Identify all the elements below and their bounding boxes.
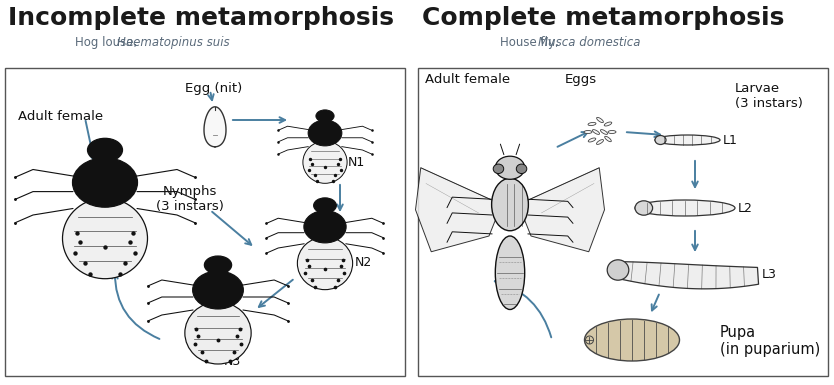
Ellipse shape <box>495 156 525 179</box>
Text: Nymphs
(3 instars): Nymphs (3 instars) <box>156 185 224 213</box>
Polygon shape <box>617 262 759 289</box>
Ellipse shape <box>655 135 720 145</box>
Bar <box>418 68 828 376</box>
Ellipse shape <box>584 131 592 134</box>
Text: Musca domestica: Musca domestica <box>538 36 641 49</box>
Ellipse shape <box>607 260 629 280</box>
Ellipse shape <box>73 158 138 207</box>
Text: L2: L2 <box>738 201 753 214</box>
Ellipse shape <box>193 271 244 309</box>
Text: Incomplete metamorphosis: Incomplete metamorphosis <box>8 6 394 30</box>
Polygon shape <box>519 168 605 252</box>
Ellipse shape <box>592 130 600 134</box>
Text: Haematopinus suis: Haematopinus suis <box>117 36 229 49</box>
Text: Complete metamorphosis: Complete metamorphosis <box>422 6 784 30</box>
Ellipse shape <box>608 131 616 134</box>
Ellipse shape <box>635 200 735 216</box>
Text: House fly,: House fly, <box>500 36 562 49</box>
Ellipse shape <box>516 164 527 174</box>
Ellipse shape <box>316 110 334 122</box>
Ellipse shape <box>185 302 251 364</box>
Ellipse shape <box>495 236 525 310</box>
Ellipse shape <box>605 136 611 142</box>
Text: Eggs: Eggs <box>565 73 597 86</box>
Ellipse shape <box>63 198 148 279</box>
Text: Larvae
(3 instars): Larvae (3 instars) <box>735 82 803 110</box>
Text: Egg (nit): Egg (nit) <box>185 82 242 95</box>
Text: Adult female: Adult female <box>425 73 510 86</box>
Ellipse shape <box>308 120 342 146</box>
Ellipse shape <box>303 141 347 183</box>
Text: L3: L3 <box>762 268 777 281</box>
Ellipse shape <box>314 198 336 213</box>
Ellipse shape <box>588 122 596 126</box>
Ellipse shape <box>298 237 353 290</box>
Text: Adult female: Adult female <box>18 110 103 123</box>
Text: Hog louse,: Hog louse, <box>75 36 141 49</box>
Polygon shape <box>415 168 501 252</box>
Text: L1: L1 <box>723 134 738 147</box>
Ellipse shape <box>493 164 504 174</box>
Ellipse shape <box>491 178 529 231</box>
Ellipse shape <box>88 138 123 162</box>
Ellipse shape <box>585 336 594 344</box>
Text: Pupa
(in puparium): Pupa (in puparium) <box>720 325 821 357</box>
Ellipse shape <box>585 319 680 361</box>
Ellipse shape <box>596 140 604 144</box>
Polygon shape <box>204 107 226 147</box>
Text: N2: N2 <box>355 256 372 270</box>
Ellipse shape <box>635 201 652 215</box>
Ellipse shape <box>596 117 603 122</box>
Ellipse shape <box>588 138 595 142</box>
Ellipse shape <box>204 256 232 274</box>
Ellipse shape <box>600 130 607 134</box>
Text: N3: N3 <box>224 355 241 368</box>
Ellipse shape <box>604 122 612 126</box>
Bar <box>5 68 405 376</box>
Ellipse shape <box>304 211 346 243</box>
Ellipse shape <box>655 136 666 144</box>
Text: N1: N1 <box>348 156 365 169</box>
